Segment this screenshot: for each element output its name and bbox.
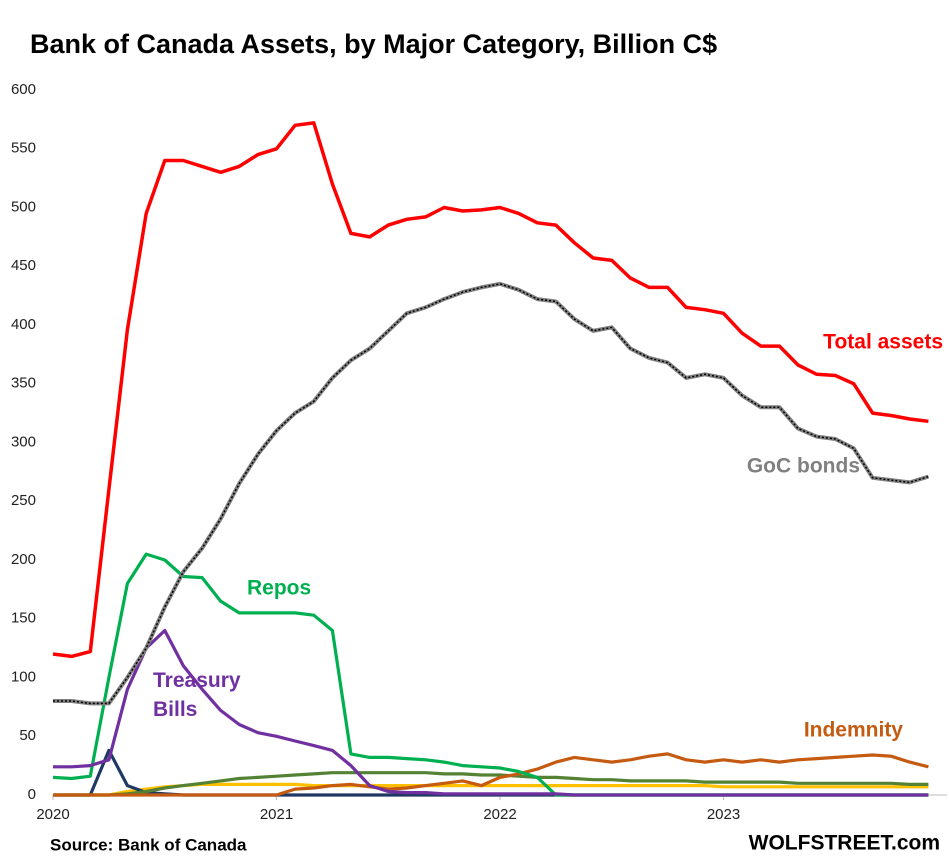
y-tick-label: 450 xyxy=(11,257,36,274)
y-tick-label: 550 xyxy=(11,140,36,157)
series-line xyxy=(52,121,929,659)
series-line xyxy=(53,281,929,706)
series-line-dots xyxy=(53,283,929,705)
y-tick-label: 0 xyxy=(28,786,36,803)
series-line xyxy=(53,628,929,797)
chart-title: Bank of Canada Assets, by Major Category… xyxy=(30,29,717,59)
series-label: Treasury Bills xyxy=(153,669,241,721)
series-line xyxy=(53,771,929,797)
y-tick-label: 150 xyxy=(11,610,36,627)
series-label: Repos xyxy=(247,577,311,600)
credit: WOLFSTREET.com xyxy=(749,832,940,855)
x-tick-label: 2023 xyxy=(707,806,740,823)
series-label: GoC bonds xyxy=(747,455,860,478)
series-line xyxy=(53,752,929,797)
series-label: Indemnity xyxy=(804,719,903,742)
y-tick-label: 100 xyxy=(11,668,36,685)
y-tick-label: 500 xyxy=(11,198,36,215)
y-tick-label: 200 xyxy=(11,551,36,568)
y-tick-label: 250 xyxy=(11,492,36,509)
y-tick-label: 50 xyxy=(19,727,36,744)
source-note: Source: Bank of Canada xyxy=(50,835,247,854)
x-tick-label: 2022 xyxy=(483,806,516,823)
y-tick-label: 600 xyxy=(11,81,36,98)
series-label: Total assets xyxy=(823,331,943,354)
x-tick-label: 2020 xyxy=(36,806,69,823)
y-tick-label: 300 xyxy=(11,433,36,450)
x-tick-label: 2021 xyxy=(260,806,293,823)
y-tick-label: 350 xyxy=(11,375,36,392)
y-tick-label: 400 xyxy=(11,316,36,333)
